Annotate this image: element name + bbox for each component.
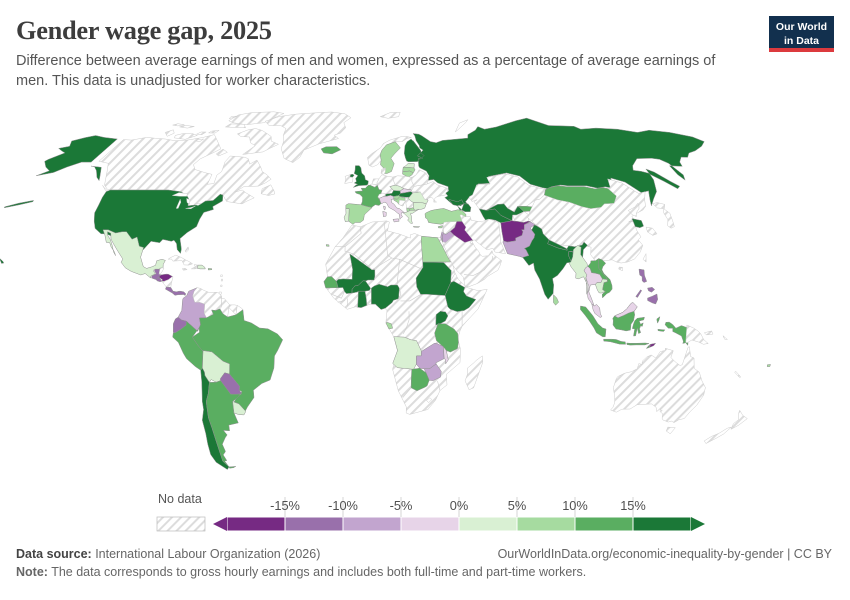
svg-text:10%: 10% xyxy=(562,498,588,513)
svg-text:No data: No data xyxy=(158,492,202,506)
svg-text:15%: 15% xyxy=(620,498,646,513)
svg-text:-5%: -5% xyxy=(390,498,413,513)
svg-text:-15%: -15% xyxy=(270,498,300,513)
svg-text:0%: 0% xyxy=(450,498,469,513)
svg-text:5%: 5% xyxy=(508,498,527,513)
svg-text:-10%: -10% xyxy=(328,498,358,513)
